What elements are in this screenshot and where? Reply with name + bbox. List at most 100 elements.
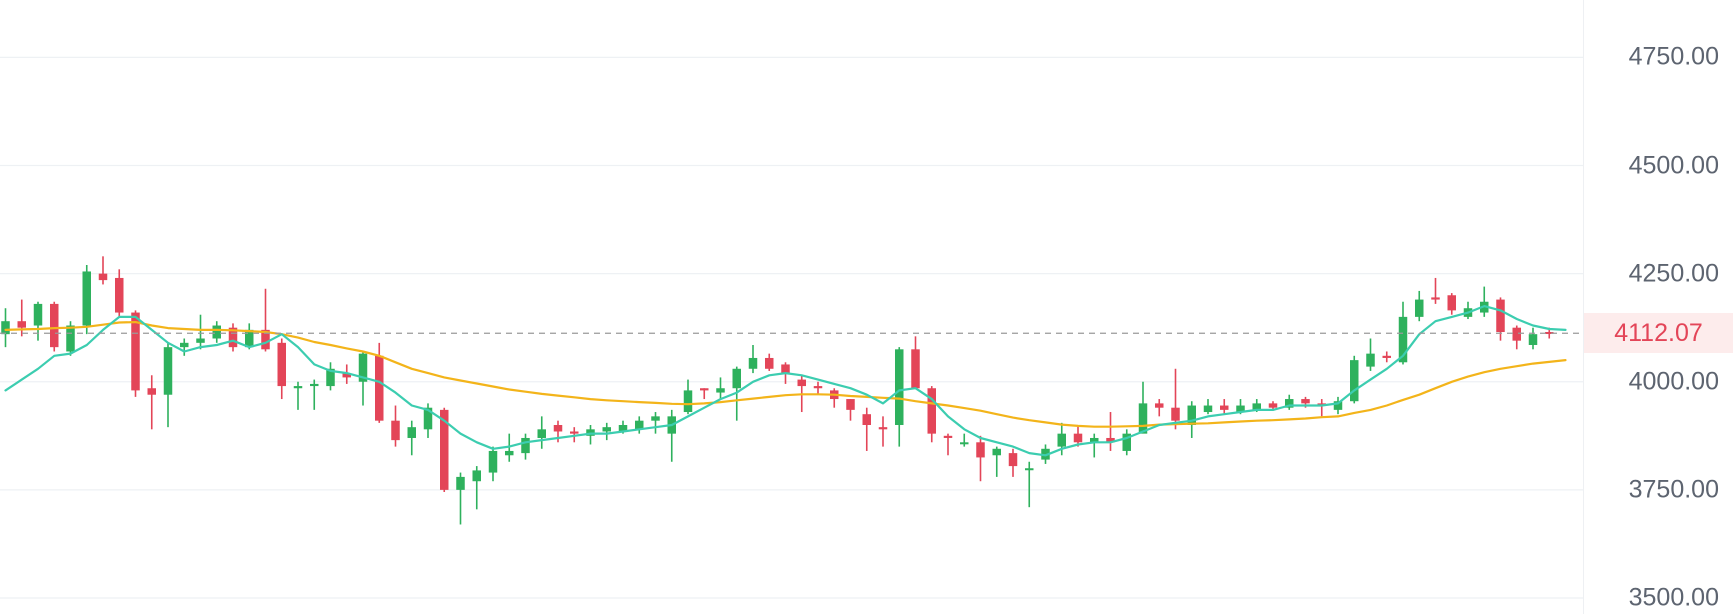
candle-body-33 — [537, 429, 546, 438]
candle-body-76 — [1236, 405, 1245, 413]
candle-body-49 — [797, 379, 806, 387]
candle-body-27 — [440, 409, 449, 490]
candle-body-84 — [1366, 353, 1375, 367]
candle-body-0 — [1, 321, 10, 335]
candle-body-30 — [488, 450, 498, 473]
candle-body-15 — [245, 329, 254, 348]
candle-body-48 — [781, 364, 790, 374]
candle-body-18 — [293, 386, 303, 389]
candle-body-17 — [277, 342, 286, 387]
candle-body-74 — [1203, 405, 1213, 413]
last-price-tag: 4112.07 — [1584, 313, 1733, 354]
candle-body-19 — [310, 383, 319, 387]
price-axis — [1583, 0, 1733, 614]
candle-body-56 — [911, 349, 920, 389]
candle-body-3 — [50, 303, 59, 348]
candle-body-31 — [505, 450, 514, 456]
candle-body-35 — [570, 431, 579, 434]
candle-body-10 — [163, 347, 173, 395]
candle-body-5 — [82, 271, 91, 326]
candle-body-26 — [423, 407, 433, 430]
candle-body-46 — [748, 357, 758, 369]
candle-body-34 — [553, 425, 563, 432]
candle-body-87 — [1415, 299, 1424, 317]
candle-body-92 — [1496, 299, 1505, 333]
candle-body-16 — [261, 329, 270, 350]
candle-body-75 — [1220, 405, 1229, 410]
candle-body-53 — [862, 414, 871, 425]
candle-body-50 — [813, 386, 823, 389]
candle-body-66 — [1073, 433, 1083, 443]
candle-body-45 — [732, 368, 741, 389]
candle-body-73 — [1187, 405, 1196, 425]
candle-body-95 — [1545, 332, 1554, 335]
candle-body-61 — [992, 448, 1001, 456]
candle-body-83 — [1350, 360, 1359, 402]
candle-body-85 — [1382, 355, 1391, 358]
moving-average-long-line — [4, 321, 1567, 428]
last-price-label: 4112.07 — [1614, 318, 1703, 347]
candle-body-58 — [943, 435, 953, 438]
candle-body-47 — [765, 357, 774, 369]
candle-body-11 — [180, 342, 189, 348]
candle-body-44 — [716, 388, 725, 393]
candle-body-37 — [602, 427, 611, 432]
candle-body-86 — [1398, 316, 1408, 363]
candle-body-29 — [472, 470, 481, 482]
candle-body-20 — [326, 368, 335, 387]
candle-body-13 — [212, 325, 221, 339]
price-tick-label: 4000.00 — [1628, 367, 1719, 396]
candle-body-57 — [927, 388, 936, 434]
candle-body-72 — [1171, 407, 1180, 421]
candle-body-25 — [407, 427, 416, 438]
price-tick-label: 3750.00 — [1628, 475, 1719, 504]
price-tick-label: 4750.00 — [1628, 42, 1719, 71]
candle-body-1 — [17, 321, 26, 328]
candle-body-93 — [1512, 327, 1521, 341]
candle-body-59 — [960, 442, 969, 445]
candle-body-52 — [846, 399, 855, 410]
candle-body-24 — [391, 420, 400, 441]
candle-body-4 — [66, 325, 75, 352]
candle-body-67 — [1090, 437, 1099, 443]
candle-body-94 — [1528, 334, 1538, 345]
candle-body-40 — [651, 416, 660, 421]
candle-body-88 — [1431, 297, 1440, 300]
candle-body-14 — [228, 327, 238, 348]
candle-body-55 — [895, 349, 904, 425]
price-tick-label: 4250.00 — [1628, 259, 1719, 288]
candle-body-22 — [358, 353, 368, 382]
candle-body-70 — [1138, 403, 1148, 434]
candle-body-6 — [98, 273, 108, 281]
candle-body-9 — [147, 388, 156, 395]
price-tick-label: 3500.00 — [1628, 583, 1719, 612]
candle-body-32 — [521, 437, 530, 454]
candle-body-2 — [33, 303, 43, 326]
candle-body-77 — [1252, 403, 1261, 410]
candle-body-78 — [1268, 403, 1278, 408]
candle-body-80 — [1301, 399, 1310, 404]
candle-body-54 — [878, 427, 888, 430]
candle-body-79 — [1285, 399, 1294, 408]
candle-body-12 — [196, 338, 205, 343]
candle-body-62 — [1008, 453, 1018, 467]
candle-body-39 — [635, 420, 644, 430]
candle-body-68 — [1106, 437, 1115, 443]
candle-body-65 — [1057, 433, 1066, 447]
candle-body-82 — [1333, 401, 1343, 410]
candle-body-42 — [683, 390, 693, 413]
candle-body-8 — [131, 312, 140, 391]
candle-body-23 — [375, 355, 384, 421]
price-tick-label: 4500.00 — [1628, 151, 1719, 179]
candle-body-63 — [1025, 468, 1034, 471]
candle-body-28 — [456, 476, 465, 490]
candle-body-38 — [618, 425, 628, 432]
candle-body-69 — [1122, 433, 1131, 451]
candle-body-60 — [976, 442, 985, 458]
candle-body-71 — [1155, 403, 1164, 408]
candle-body-21 — [342, 373, 351, 378]
candle-body-43 — [700, 388, 709, 391]
candle-body-89 — [1447, 295, 1456, 311]
